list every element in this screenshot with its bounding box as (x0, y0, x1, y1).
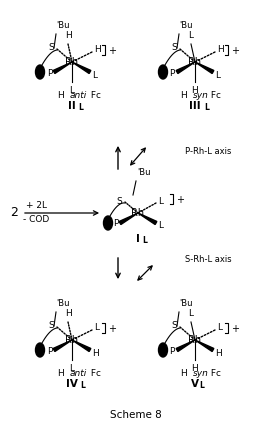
Text: H: H (58, 92, 68, 101)
Text: + 2L: + 2L (26, 201, 47, 210)
Text: P: P (47, 346, 52, 356)
Text: P: P (170, 69, 175, 78)
Text: II: II (68, 101, 76, 111)
Text: 'Bu: 'Bu (179, 21, 193, 30)
Text: 'Bu: 'Bu (137, 168, 150, 177)
Text: L: L (142, 236, 147, 245)
Text: V: V (191, 379, 199, 389)
Text: L: L (217, 323, 222, 333)
Text: L: L (70, 86, 75, 95)
Text: syn: syn (193, 369, 209, 378)
Text: 'Bu: 'Bu (56, 21, 70, 30)
Polygon shape (195, 340, 214, 351)
Polygon shape (72, 340, 91, 351)
Text: P: P (170, 346, 175, 356)
Text: L: L (215, 70, 220, 80)
Text: Fc: Fc (208, 369, 221, 378)
Text: +: + (108, 324, 116, 334)
Text: H: H (192, 364, 198, 373)
Text: Rh: Rh (66, 57, 79, 67)
Text: L: L (188, 31, 193, 40)
Text: 2: 2 (10, 207, 18, 219)
Text: - COD: - COD (23, 215, 49, 224)
Polygon shape (176, 340, 195, 351)
Text: Scheme 8: Scheme 8 (110, 410, 162, 420)
Text: 'Bu: 'Bu (179, 299, 193, 308)
Text: L: L (70, 364, 75, 373)
Ellipse shape (159, 65, 168, 79)
Text: P: P (113, 219, 118, 228)
Text: H: H (65, 309, 71, 318)
Text: L: L (94, 323, 99, 333)
Text: S: S (48, 43, 54, 52)
Polygon shape (119, 213, 138, 225)
Text: IV: IV (66, 379, 78, 389)
Text: Fc: Fc (88, 92, 101, 101)
Text: L: L (92, 70, 97, 80)
Text: Rh: Rh (188, 57, 202, 67)
Text: Fc: Fc (208, 92, 221, 101)
Text: III: III (189, 101, 201, 111)
Ellipse shape (104, 216, 113, 230)
Text: +: + (231, 46, 239, 56)
Text: +: + (176, 195, 184, 205)
Text: S-Rh-L axis: S-Rh-L axis (185, 256, 232, 265)
Text: Rh: Rh (188, 335, 202, 345)
Text: L: L (158, 222, 163, 230)
Text: L: L (199, 381, 204, 390)
Text: Fc: Fc (88, 369, 101, 378)
Ellipse shape (159, 343, 168, 357)
Polygon shape (53, 62, 72, 74)
Text: P: P (47, 69, 52, 78)
Text: anti: anti (70, 92, 87, 101)
Text: H: H (181, 369, 191, 378)
Ellipse shape (36, 65, 45, 79)
Text: H: H (215, 348, 222, 357)
Polygon shape (176, 62, 195, 74)
Polygon shape (53, 340, 72, 351)
Polygon shape (72, 62, 91, 74)
Text: L: L (80, 381, 85, 390)
Ellipse shape (36, 343, 45, 357)
Text: 'Bu: 'Bu (56, 299, 70, 308)
Text: S: S (171, 322, 177, 331)
Text: Rh: Rh (66, 335, 79, 345)
Text: H: H (58, 369, 68, 378)
Text: Rh: Rh (131, 208, 144, 218)
Text: +: + (108, 46, 116, 56)
Text: H: H (181, 92, 191, 101)
Polygon shape (138, 213, 157, 225)
Text: H: H (94, 46, 101, 55)
Text: I: I (136, 234, 140, 244)
Text: S: S (48, 322, 54, 331)
Polygon shape (195, 62, 214, 74)
Text: L: L (158, 196, 163, 205)
Text: +: + (231, 324, 239, 334)
Text: S: S (116, 196, 122, 205)
Text: H: H (65, 31, 71, 40)
Text: syn: syn (193, 92, 209, 101)
Text: H: H (192, 86, 198, 95)
Text: L: L (204, 103, 209, 112)
Text: anti: anti (70, 369, 87, 378)
Text: H: H (217, 46, 224, 55)
Text: P-Rh-L axis: P-Rh-L axis (185, 147, 231, 156)
Text: L: L (78, 103, 83, 112)
Text: L: L (188, 309, 193, 318)
Text: S: S (171, 43, 177, 52)
Text: H: H (92, 348, 99, 357)
